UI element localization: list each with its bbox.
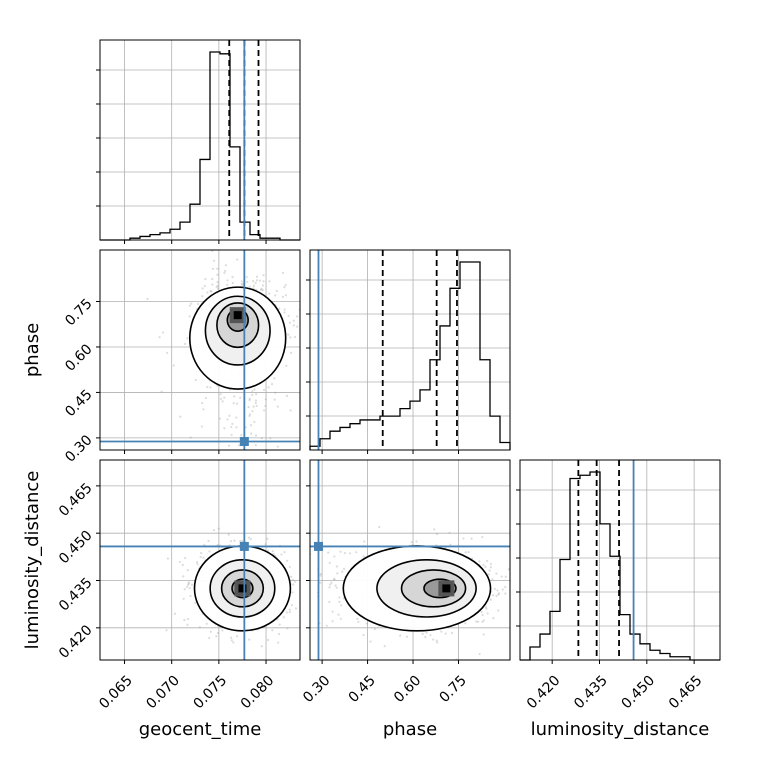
hist-bin [590,472,600,660]
x-tick-label: 0.30 [300,673,333,706]
hist-bin [340,427,350,450]
hist-bin [500,442,510,450]
hist-bin [460,262,470,450]
y-tick-label: 0.435 [56,575,96,615]
x-axis-label: geocent_time [139,719,262,740]
hist-bin [480,360,490,450]
hist-bin [650,650,660,660]
y-tick-label: 0.45 [62,387,95,420]
hist-bin [580,475,590,660]
hist-bin [390,416,400,450]
hist-bin [380,416,390,450]
hist-bin [640,644,650,660]
hist-bin [630,634,640,660]
x-tick-label: 0.065 [96,673,136,713]
hist-panel-phase [306,249,511,454]
y-tick-label: 0.450 [56,528,96,568]
hist-bin [620,615,630,660]
y-tick-label: 0.75 [62,296,95,329]
y-axis-label: phase [22,323,43,377]
hist-bin [420,390,430,450]
hist-bin [430,360,440,450]
hist-bin [410,401,420,450]
x-tick-label: 0.435 [571,673,611,713]
joint-panel-phase-luminosity_distance [306,459,511,664]
hist-line-luminosity_distance [520,471,720,661]
joint-panel-geocent_time-phase [96,249,301,454]
hist-bin [160,233,170,240]
hist-line-phase [309,261,511,450]
hist-bin [200,159,210,240]
truth-marker [239,437,249,447]
hist-bin [560,560,570,660]
x-tick-label: 0.465 [666,673,706,713]
hist-bin [230,147,240,240]
hist-bin [190,204,200,240]
hist-bin [400,409,410,450]
hist-bin [440,326,450,450]
x-axis-label: phase [383,719,437,740]
hist-bin [360,420,370,450]
y-tick-label: 0.420 [56,622,96,662]
hist-bin [180,222,190,240]
x-tick-label: 0.070 [143,673,183,713]
hist-bin [320,439,330,450]
joint-panel-geocent_time-luminosity_distance [96,459,301,664]
hist-bin [370,420,380,450]
hist-line-geocent_time [100,51,300,241]
y-axis-label: luminosity_distance [22,471,43,650]
x-tick-label: 0.450 [619,673,659,713]
hist-panel-geocent_time [96,39,301,244]
y-tick-label: 0.30 [62,432,95,465]
y-tick-label: 0.465 [56,480,96,520]
x-tick-label: 0.75 [436,673,469,706]
truth-marker [239,541,249,551]
hist-bin [150,235,160,240]
x-axis-label: luminosity_distance [531,719,710,740]
hist-bin [330,431,340,450]
hist-bin [540,634,550,660]
hist-bin [350,424,360,450]
x-tick-label: 0.075 [191,673,231,713]
hist-bin [660,654,670,660]
hist-bin [550,611,560,660]
hist-bin [470,262,480,450]
hist-bin [530,647,540,660]
hist-panel-luminosity_distance [516,459,721,664]
x-tick-label: 0.080 [238,673,278,713]
y-tick-label: 0.60 [62,341,95,374]
x-tick-label: 0.45 [346,673,379,706]
truth-marker [313,541,323,551]
x-tick-label: 0.60 [391,673,424,706]
x-tick-label: 0.420 [524,673,564,713]
hist-bin [490,416,500,450]
